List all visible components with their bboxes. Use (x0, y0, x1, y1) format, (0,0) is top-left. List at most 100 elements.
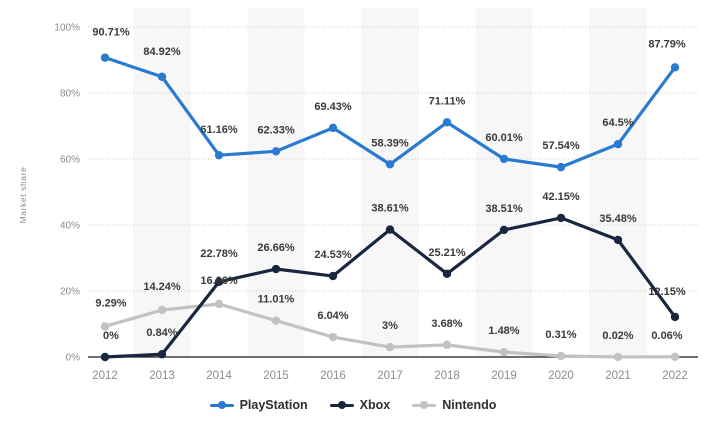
x-axis-tick-label: 2021 (605, 370, 631, 382)
series-data-points (100, 53, 680, 362)
y-axis-tick-label: 20% (60, 287, 80, 298)
background-band (247, 8, 305, 357)
data-label-playstation: 71.11% (429, 95, 466, 107)
y-axis-title: Market share (18, 167, 28, 224)
legend-item-playstation[interactable]: PlayStation (209, 398, 308, 412)
alternating-background-bands (133, 8, 647, 357)
data-point-xbox (271, 264, 281, 274)
svg-text:Market share: Market share (18, 167, 28, 224)
legend-dot-icon (420, 401, 429, 409)
data-point-xbox (328, 271, 338, 281)
data-label-playstation: 62.33% (257, 124, 295, 136)
legend-item-label: PlayStation (239, 398, 308, 412)
y-axis-tick-label: 0% (66, 353, 81, 364)
data-point-playstation (385, 160, 395, 169)
background-band (361, 8, 419, 357)
data-point-playstation (499, 154, 509, 164)
data-label-nintendo: 11.01% (258, 294, 295, 306)
data-point-nintendo (442, 340, 452, 350)
data-label-xbox: 0% (103, 330, 119, 342)
data-label-nintendo: 14.24% (143, 281, 181, 293)
data-label-playstation: 58.39% (371, 137, 409, 149)
x-axis-tick-label: 2013 (149, 370, 175, 382)
x-axis-tick-label: 2019 (491, 370, 517, 382)
data-label-playstation: 69.43% (314, 101, 352, 113)
data-label-nintendo: 3% (382, 320, 398, 332)
data-label-playstation: 57.54% (542, 140, 580, 152)
legend-item-label: Xbox (359, 398, 391, 412)
data-label-xbox: 25.21% (428, 247, 466, 259)
x-axis-tick-label: 2022 (662, 370, 688, 382)
x-axis-tick-label: 2014 (206, 370, 232, 382)
data-point-nintendo (157, 305, 167, 315)
data-point-xbox (385, 225, 395, 234)
x-axis-tick-label: 2018 (434, 370, 460, 382)
x-axis-tick-label: 2020 (548, 370, 574, 382)
data-label-nintendo: 16.06% (200, 275, 238, 287)
data-point-nintendo (271, 316, 281, 325)
data-label-playstation: 84.92% (143, 46, 181, 58)
background-band (475, 8, 533, 357)
data-point-nintendo (385, 342, 395, 352)
data-label-nintendo: 0.02% (602, 330, 633, 342)
data-label-nintendo: 9.29% (95, 297, 126, 309)
data-label-xbox: 26.66% (257, 242, 295, 254)
data-point-xbox (613, 235, 623, 245)
data-point-nintendo (100, 322, 110, 331)
legend-marker-icon (209, 399, 234, 411)
data-label-xbox: 35.48% (599, 213, 637, 225)
data-label-playstation: 87.79% (648, 38, 686, 50)
data-label-xbox: 38.51% (485, 203, 523, 215)
x-axis-tick-label: 2015 (263, 370, 289, 382)
data-point-playstation (214, 150, 224, 160)
data-point-playstation (328, 123, 338, 133)
data-label-playstation: 60.01% (485, 132, 523, 144)
data-point-playstation (271, 147, 281, 156)
data-point-playstation (157, 72, 167, 81)
data-point-xbox (442, 269, 452, 279)
data-label-nintendo: 0.06% (651, 330, 682, 342)
data-point-nintendo (328, 332, 338, 342)
x-axis-tick-labels: 2012 2013 2014 2015 2016 2017 2018 2019 2020 2021… (92, 370, 688, 382)
data-label-xbox: 42.15% (542, 191, 580, 203)
data-label-xbox: 38.61% (371, 203, 409, 215)
background-band (589, 8, 647, 357)
data-point-xbox (556, 213, 566, 223)
legend-marker-icon (329, 399, 354, 411)
data-label-nintendo: 3.68% (431, 318, 462, 330)
legend-item-label: Nintendo (442, 398, 497, 412)
series-data-labels: 90.71% 84.92% 61.16% 62.33% 69.43% 58.39% 71.1… (92, 27, 686, 342)
x-axis-tick-label: 2016 (320, 370, 346, 382)
legend-item-nintendo[interactable]: Nintendo (412, 398, 496, 412)
legend-dot-icon (217, 401, 226, 409)
data-point-xbox (499, 225, 509, 235)
y-axis-tick-labels: 0% 20% 40% 60% 80% 100% (54, 23, 80, 364)
data-label-xbox: 0.84% (146, 327, 177, 339)
legend-dot-icon (337, 401, 346, 409)
chart-legend: PlayStation Xbox Nintendo (0, 398, 706, 412)
data-label-playstation: 61.16% (200, 124, 238, 136)
data-point-nintendo (214, 299, 224, 309)
y-axis-tick-label: 60% (60, 155, 80, 166)
data-label-xbox: 12.15% (648, 286, 686, 298)
data-point-xbox (100, 352, 110, 362)
data-label-xbox: 24.53% (314, 249, 352, 261)
data-label-xbox: 22.78% (200, 248, 238, 260)
x-axis-tick-label: 2017 (377, 370, 403, 382)
data-point-playstation (670, 63, 680, 72)
data-point-playstation (556, 162, 566, 172)
data-point-xbox (157, 350, 167, 359)
legend-item-xbox[interactable]: Xbox (329, 398, 391, 412)
data-point-playstation (100, 53, 110, 62)
x-axis-tick-label: 2012 (92, 370, 118, 382)
data-label-playstation: 90.71% (92, 27, 130, 39)
legend-marker-icon (412, 399, 437, 411)
data-point-playstation (442, 118, 452, 127)
data-point-nintendo (556, 351, 566, 361)
y-axis-tick-label: 100% (54, 23, 80, 34)
data-label-playstation: 64.5% (602, 117, 633, 129)
data-label-nintendo: 0.31% (545, 329, 576, 341)
y-axis-tick-label: 40% (60, 221, 80, 232)
